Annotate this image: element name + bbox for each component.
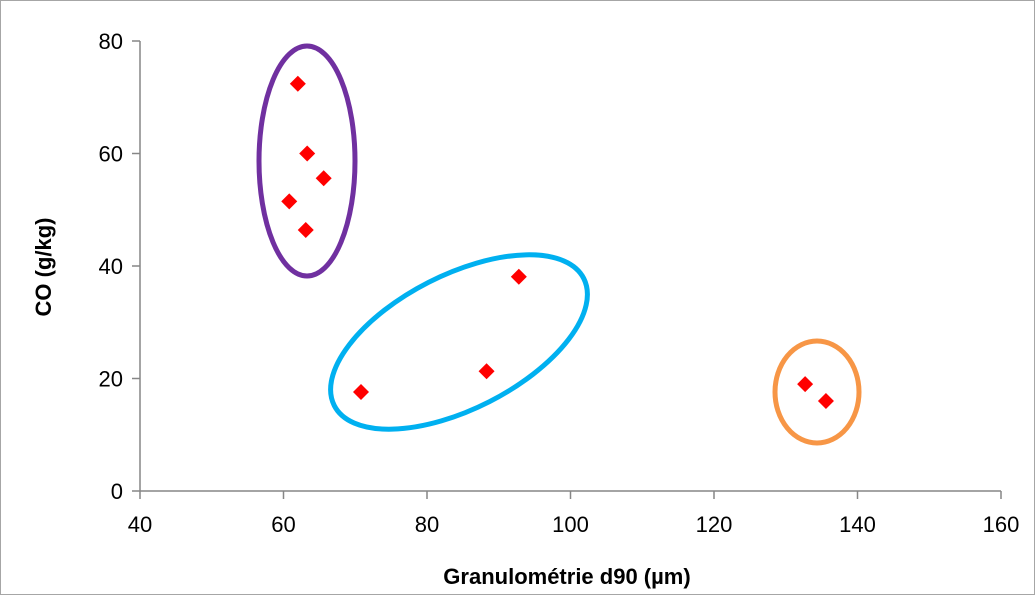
x-tick-label: 60 xyxy=(271,512,295,537)
y-axis-title: CO (g/kg) xyxy=(31,218,56,317)
data-points xyxy=(281,75,834,409)
x-tick-label: 40 xyxy=(128,512,152,537)
cluster-ellipse-purple xyxy=(256,43,358,279)
data-point xyxy=(817,393,834,409)
axis-ticks: 0 20 40 60 80 40 60 80 100 120 140 160 xyxy=(99,29,1020,537)
data-point xyxy=(797,376,814,393)
cluster-ellipse-orange xyxy=(772,338,862,446)
data-point xyxy=(352,384,369,400)
data-point xyxy=(478,363,495,380)
y-tick-label: 20 xyxy=(99,367,123,392)
y-tick-label: 40 xyxy=(99,254,123,279)
x-tick-label: 80 xyxy=(415,512,439,537)
data-point xyxy=(315,170,332,187)
cluster-ellipses xyxy=(256,43,862,446)
y-tick-label: 80 xyxy=(99,29,123,54)
data-point xyxy=(289,75,306,92)
data-point xyxy=(297,222,314,238)
data-point xyxy=(299,145,316,162)
y-tick-label: 0 xyxy=(111,479,123,504)
data-point xyxy=(281,193,298,210)
x-axis-title: Granulométrie d90 (µm) xyxy=(443,564,690,589)
x-tick-label: 120 xyxy=(696,512,733,537)
cluster-ellipse-blue xyxy=(328,252,590,432)
x-tick-label: 100 xyxy=(552,512,589,537)
data-point xyxy=(510,268,527,285)
x-tick-label: 140 xyxy=(839,512,876,537)
x-tick-label: 160 xyxy=(983,512,1020,537)
y-tick-label: 60 xyxy=(99,142,123,167)
